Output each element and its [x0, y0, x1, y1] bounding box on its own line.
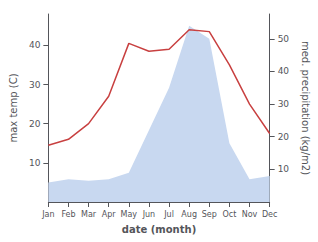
svg-text:Jun: Jun: [142, 210, 156, 219]
svg-text:May: May: [121, 210, 138, 219]
svg-text:date (month): date (month): [122, 224, 196, 235]
svg-text:Dec: Dec: [262, 210, 277, 219]
svg-text:Nov: Nov: [242, 210, 258, 219]
svg-text:max temp (C): max temp (C): [8, 73, 19, 142]
svg-text:10: 10: [278, 164, 290, 174]
svg-text:40: 40: [278, 66, 290, 76]
svg-text:30: 30: [29, 80, 41, 90]
svg-text:Apr: Apr: [102, 210, 117, 219]
svg-text:Feb: Feb: [61, 210, 75, 219]
svg-text:10: 10: [29, 158, 41, 168]
svg-text:Aug: Aug: [181, 210, 197, 219]
svg-text:med. precipitation (kg/m2): med. precipitation (kg/m2): [300, 41, 311, 175]
svg-text:20: 20: [278, 132, 290, 142]
svg-text:Oct: Oct: [222, 210, 236, 219]
svg-text:30: 30: [278, 99, 290, 109]
svg-text:40: 40: [29, 40, 41, 50]
svg-text:Jul: Jul: [163, 210, 174, 219]
svg-text:20: 20: [29, 119, 41, 129]
svg-text:Jan: Jan: [41, 210, 54, 219]
svg-text:Sep: Sep: [202, 210, 217, 219]
svg-text:Mar: Mar: [81, 210, 97, 219]
svg-text:50: 50: [278, 34, 290, 44]
